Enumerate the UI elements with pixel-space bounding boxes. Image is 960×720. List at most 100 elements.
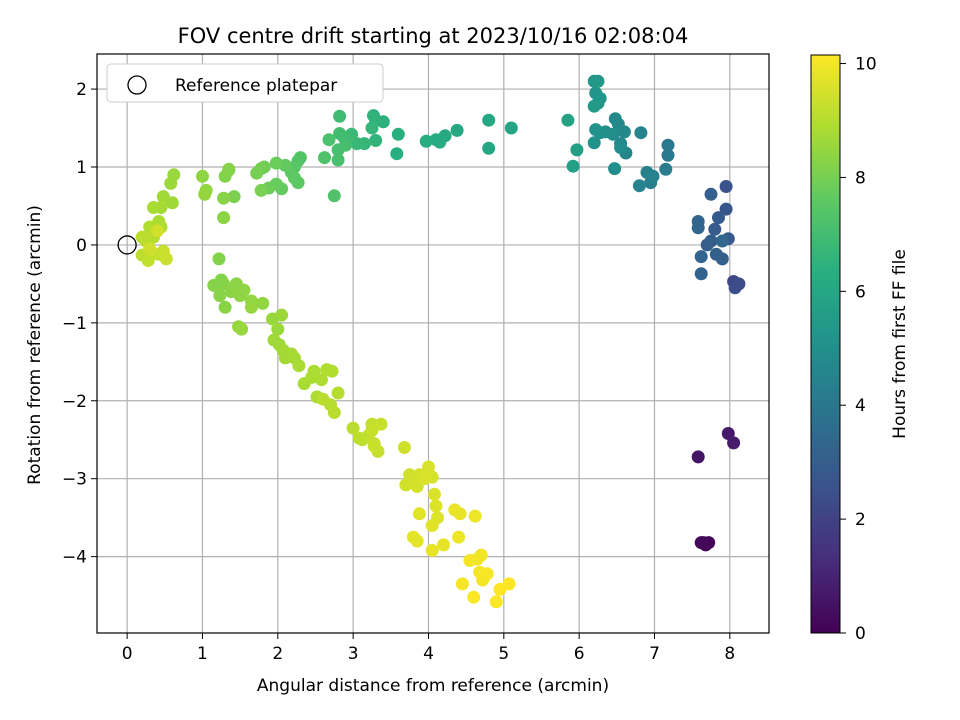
data-point — [198, 187, 212, 201]
x-tick-label: 1 — [197, 644, 208, 664]
data-point — [450, 123, 464, 137]
data-point — [634, 126, 648, 140]
data-point — [196, 169, 209, 183]
data-point — [143, 242, 157, 256]
data-point — [691, 221, 705, 235]
chart-title: FOV centre drift starting at 2023/10/16 … — [178, 24, 689, 48]
data-point — [467, 590, 481, 604]
data-point — [452, 530, 466, 544]
data-point — [147, 201, 160, 214]
colorbar-tick-label: 2 — [855, 510, 866, 530]
data-point — [708, 222, 722, 236]
data-point — [331, 143, 345, 157]
y-tick-label: 0 — [76, 236, 87, 256]
x-axis-ticks: 0 1 2 3 4 5 6 7 8 — [122, 633, 735, 664]
colorbar-tick-label: 6 — [855, 282, 866, 302]
data-point — [367, 109, 380, 123]
y-tick-label: 2 — [76, 80, 87, 100]
y-tick-label: −3 — [62, 470, 87, 490]
data-point — [715, 252, 729, 266]
x-tick-label: 0 — [122, 644, 133, 664]
data-point — [715, 234, 729, 248]
data-point — [632, 179, 646, 193]
data-point — [463, 554, 477, 567]
data-point — [346, 421, 360, 435]
y-tick-label: −2 — [62, 392, 87, 412]
y-tick-label: 1 — [76, 158, 87, 178]
data-point — [150, 224, 164, 238]
data-point — [254, 183, 268, 197]
data-point — [712, 211, 725, 225]
data-point — [661, 148, 675, 162]
data-point — [704, 187, 718, 201]
data-point — [412, 507, 426, 521]
data-point — [305, 370, 319, 384]
data-point — [322, 133, 336, 147]
data-point — [727, 436, 741, 450]
data-point — [217, 211, 231, 225]
colorbar-tick-label: 8 — [855, 168, 866, 188]
data-point — [141, 254, 155, 267]
y-axis-ticks: 2 1 0 −1 −2 −3 −4 — [62, 80, 97, 568]
data-point — [365, 121, 379, 135]
data-point — [213, 289, 227, 303]
data-point — [694, 267, 708, 281]
colorbar-tick-label: 0 — [855, 624, 866, 644]
data-point — [502, 577, 516, 591]
data-point — [159, 252, 173, 266]
colorbar-label: Hours from first FF file — [890, 249, 910, 439]
legend-marker-icon — [127, 75, 147, 95]
data-point — [661, 138, 675, 152]
plot-frame — [96, 53, 770, 634]
data-point — [318, 151, 331, 165]
data-point — [316, 392, 330, 406]
legend-box — [106, 63, 384, 103]
data-point — [333, 127, 347, 140]
data-point — [244, 300, 258, 314]
y-tick-label: −1 — [62, 314, 87, 334]
y-axis-label: Rotation from reference (arcmin) — [25, 205, 45, 485]
data-point — [591, 74, 605, 88]
data-point — [164, 176, 178, 190]
data-point — [418, 472, 432, 486]
data-point — [646, 169, 660, 183]
data-point — [728, 281, 742, 295]
x-axis-label: Angular distance from reference (arcmin) — [257, 676, 609, 696]
data-point — [422, 460, 435, 474]
data-point — [566, 159, 580, 173]
data-point — [271, 322, 285, 336]
data-point — [694, 250, 708, 264]
data-points — [135, 74, 746, 609]
data-point — [212, 252, 226, 266]
data-point — [327, 189, 341, 203]
data-point — [482, 141, 496, 155]
data-point — [429, 133, 443, 147]
data-point — [331, 386, 345, 400]
data-point — [207, 278, 221, 292]
colorbar-tick-label: 4 — [855, 396, 866, 416]
data-point — [587, 99, 601, 113]
colorbar-tick-label: 10 — [855, 55, 877, 75]
colorbar: 0 2 4 6 8 10 Hours from first FF file — [810, 54, 910, 644]
data-point — [691, 450, 705, 464]
data-point — [561, 113, 575, 127]
x-tick-label: 4 — [423, 644, 434, 664]
data-point — [256, 296, 270, 310]
reference-platepar-marker — [117, 235, 137, 255]
data-point — [504, 121, 518, 135]
data-point — [437, 538, 450, 552]
data-point — [608, 112, 622, 126]
y-tick-label: −4 — [62, 548, 87, 568]
data-point — [331, 153, 345, 167]
data-point — [570, 143, 584, 157]
colorbar-gradient — [810, 54, 841, 634]
data-point — [419, 134, 433, 148]
data-point — [275, 308, 289, 322]
colorbar-ticks: 0 2 4 6 8 10 — [840, 55, 877, 644]
data-point — [410, 534, 424, 548]
data-point — [325, 364, 339, 378]
data-point — [222, 162, 236, 176]
data-point — [227, 190, 241, 204]
data-point — [480, 567, 494, 581]
